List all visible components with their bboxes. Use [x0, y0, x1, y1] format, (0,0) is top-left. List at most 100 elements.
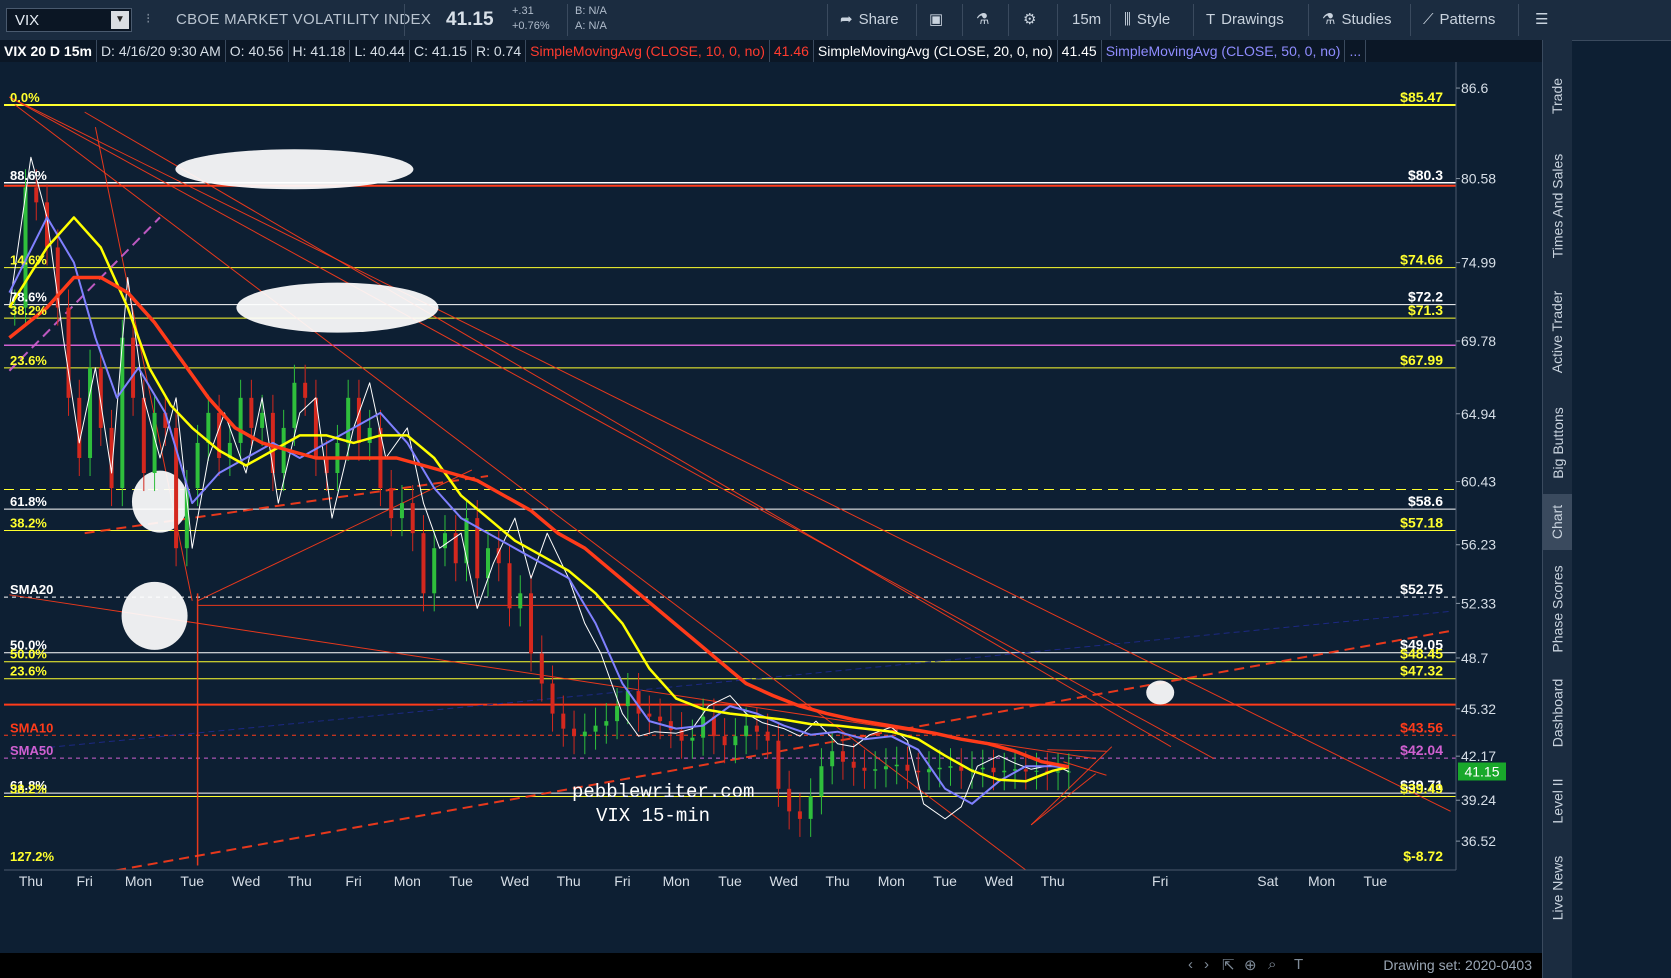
text-tool-icon[interactable]: T: [1294, 956, 1304, 973]
crosshair-icon[interactable]: ⊕: [1244, 957, 1257, 974]
toolbar-divider: [1193, 4, 1194, 36]
share-button[interactable]: ➦ Share: [840, 0, 899, 40]
tab-times-and-sales[interactable]: Times And Sales: [1543, 146, 1572, 266]
studies-button[interactable]: ⚗ Studies: [1322, 0, 1392, 40]
time-tick-label: Fri: [77, 873, 93, 889]
symbol-dropdown-icon[interactable]: ▼: [111, 11, 129, 29]
candle: [937, 767, 942, 770]
tab-big-buttons[interactable]: Big Buttons: [1543, 398, 1572, 488]
sma50-study-label[interactable]: SimpleMovingAvg (CLOSE, 50, 0, no): [1102, 40, 1346, 62]
timeframe-button[interactable]: 15m: [1072, 0, 1101, 40]
zoom-icon[interactable]: ⌕: [1268, 956, 1277, 973]
price-tick-label: 39.24: [1461, 792, 1496, 808]
candle: [109, 427, 114, 489]
price-change: +.31 +0.76%: [512, 4, 550, 34]
patterns-icon: ⟋: [1423, 11, 1434, 28]
drawings-button[interactable]: T Drawings: [1206, 0, 1284, 40]
flask-icon: ⚗: [976, 11, 990, 28]
moving-average-series: [8, 156, 1070, 820]
candle: [141, 397, 146, 474]
menu-icon: ☰: [1535, 11, 1549, 28]
scroll-right-icon[interactable]: ›: [1204, 956, 1209, 973]
tab-trade[interactable]: Trade: [1543, 52, 1572, 140]
tab-active-trader[interactable]: Active Trader: [1543, 272, 1572, 392]
price-tick-label: 60.43: [1461, 474, 1496, 490]
candle: [217, 412, 222, 458]
drawings-label: Drawings: [1221, 11, 1284, 28]
time-axis: Thu Fri Mon Tue Wed Thu Fri Mon Tue Wed Thu Fri Mon T…: [0, 869, 1542, 953]
tab-label: Times And Sales: [1549, 153, 1566, 259]
candle: [679, 730, 684, 741]
tab-label: Trade: [1549, 77, 1566, 115]
candle: [980, 767, 985, 770]
right-side-tabs: Trade Times And Sales Active Trader Big But…: [1542, 40, 1572, 978]
patterns-button[interactable]: ⟋ Patterns: [1423, 0, 1495, 40]
level-right-label: $39.49: [1400, 780, 1443, 796]
drawing-set-label[interactable]: Drawing set: 2020-0403: [1383, 957, 1532, 973]
level-left-label: 50.0%: [10, 638, 47, 653]
trendline: [1030, 773, 1096, 826]
time-tick-label: Mon: [663, 873, 690, 889]
level-left-label: 0.0%: [10, 90, 40, 105]
candle: [1013, 769, 1018, 771]
level-left-label: 38.2%: [10, 303, 47, 318]
tab-chart[interactable]: Chart: [1543, 494, 1572, 550]
sma10-study-label[interactable]: SimpleMovingAvg (CLOSE, 10, 0, no): [526, 40, 770, 62]
candle: [367, 427, 372, 443]
style-button[interactable]: ⫼ Style: [1124, 0, 1170, 40]
candle: [604, 721, 609, 726]
candle: [23, 187, 28, 308]
patterns-label: Patterns: [1439, 11, 1496, 28]
bottom-bar: ‹ › ⇱ ⊕ ⌕ T Drawing set: 2020-0403: [0, 953, 1542, 978]
price-chart[interactable]: 0.0% $85.47 88.6% $80.3 14.6% $74.66 78.6% $72.…: [0, 62, 1542, 953]
price-axis: 86.6 80.58 74.99 69.78 64.94 60.43 56.23 52.33 4…: [1455, 62, 1542, 953]
candle: [647, 713, 652, 717]
level-left-label: 61.8%: [10, 778, 47, 793]
scroll-left-icon[interactable]: ‹: [1188, 956, 1193, 973]
candle: [529, 593, 534, 654]
grip-icon[interactable]: ⁝: [146, 10, 151, 26]
chart-settings-button[interactable]: ▣: [929, 0, 949, 40]
level-right-label: $72.2: [1408, 289, 1443, 305]
bid-value: B: N/A: [575, 5, 607, 17]
menu-button[interactable]: ☰: [1535, 0, 1554, 40]
tab-dashboard[interactable]: Dashboard: [1543, 667, 1572, 759]
instrument-name: CBOE MARKET VOLATILITY INDEX: [176, 11, 432, 28]
level-left-label: 38.2%: [10, 515, 47, 530]
style-label: Style: [1136, 11, 1171, 28]
price-tick-label: 36.52: [1461, 833, 1496, 849]
bar-range: R: 0.74: [472, 40, 527, 62]
level-right-label: $49.05: [1400, 637, 1443, 653]
highlight-ellipse: [236, 282, 439, 333]
time-tick-label: Thu: [557, 873, 581, 889]
trendline: [1047, 749, 1107, 752]
sma20-study-value: 41.45: [1058, 40, 1102, 62]
candle: [303, 382, 308, 398]
candle: [765, 731, 770, 741]
symbol-input[interactable]: VIX ▼: [6, 8, 132, 32]
price-tick-label: 74.99: [1461, 255, 1496, 271]
change-value: +.31: [512, 5, 534, 17]
settings-button[interactable]: ⚙: [1023, 0, 1042, 40]
price-tick-label: 64.94: [1461, 406, 1496, 422]
time-tick-label: Thu: [1041, 873, 1065, 889]
candle: [991, 767, 996, 773]
tab-phase-scores[interactable]: Phase Scores: [1543, 556, 1572, 661]
level-right-label: $43.56: [1400, 719, 1443, 735]
ask-value: A: N/A: [575, 20, 607, 32]
tab-level-ii[interactable]: Level II: [1543, 765, 1572, 837]
candle: [1045, 770, 1050, 773]
flask-button[interactable]: ⚗: [976, 0, 995, 40]
time-tick-label: Mon: [878, 873, 905, 889]
time-tick-label: Wed: [501, 873, 530, 889]
sma20-study-label[interactable]: SimpleMovingAvg (CLOSE, 20, 0, no): [814, 40, 1058, 62]
candle: [442, 533, 447, 549]
cursor-icon[interactable]: ⇱: [1222, 957, 1235, 974]
highlight-ellipse: [1146, 680, 1175, 705]
tab-live-news[interactable]: Live News: [1543, 843, 1572, 933]
level-left-label: 50.0%: [10, 647, 47, 662]
gear-icon: ⚙: [1023, 11, 1037, 28]
time-tick-label: Wed: [985, 873, 1014, 889]
candle: [313, 397, 318, 458]
candle: [539, 653, 544, 684]
